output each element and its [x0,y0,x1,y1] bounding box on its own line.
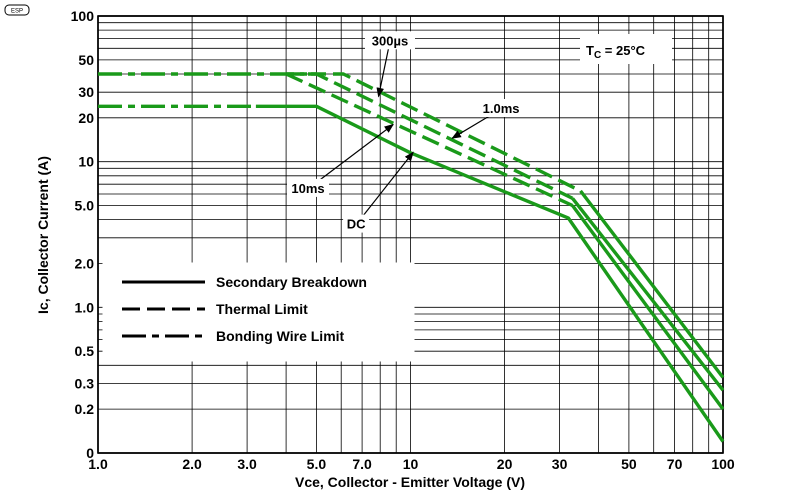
y-tick-label: 20 [78,110,94,126]
annotation-label-background [287,178,329,197]
annotation: DC [343,151,414,233]
y-tick-label: 30 [78,84,94,100]
annotation-arrow [376,41,391,98]
legend-entry: Bonding Wire Limit [122,328,345,344]
y-tick-label: 0.2 [75,401,95,417]
annotation: 300µs [365,31,415,98]
legend-entries: Secondary Breakdown Thermal Limit Bonding … [122,274,367,344]
logo-text: ESP [11,9,23,15]
legend-label: Bonding Wire Limit [216,328,345,344]
y-axis-title: Ic, Collector Current (A) [35,156,51,314]
annotation-label: 300µs [372,33,408,48]
x-tick-label: 10 [403,456,419,472]
annotations: 300µs 1.0ms 10ms DC [287,31,527,233]
y-tick-label: 10 [78,154,94,170]
legend-entry: Thermal Limit [122,301,308,317]
y-tick-label: 0.3 [75,376,95,392]
y-tick-label: 0.5 [75,343,95,359]
curves [98,72,725,443]
annotation-label-background [343,214,370,233]
annotation: 1.0ms [451,99,527,139]
legend-entry: Secondary Breakdown [122,274,367,290]
legend-label: Secondary Breakdown [216,274,367,290]
series-segment-solid [579,189,725,379]
plot-frame [97,15,724,454]
series-1-0ms [286,72,725,392]
series-segment-dash [285,72,574,208]
y-tick-label: 0 [86,445,94,461]
x-tick-label: 5.0 [307,456,327,472]
temperature-label-suffix: = 25°C [601,43,645,58]
y-tick-label: 50 [78,52,94,68]
tick-labels: 1.0 2.0 3.0 5.0 7.0 10 20 30 50 70 100 0 0.2 0.3 0.5 1.… [71,8,735,472]
x-tick-label: 100 [711,456,735,472]
temperature-label: TC = 25°C [580,34,672,64]
annotation-label: DC [347,217,366,232]
x-tick-label: 1.0 [88,456,108,472]
annotation-label-background [365,31,415,50]
temperature-label-subscript: C [594,50,601,61]
x-tick-label: 70 [667,456,683,472]
legend-box [102,262,415,362]
grid [97,15,724,454]
x-tick-label: 3.0 [237,456,257,472]
x-tick-label: 20 [497,456,513,472]
x-axis-title: Vce, Collector - Emitter Voltage (V) [295,474,525,490]
y-tick-label: 5.0 [75,198,95,214]
logo: ESP [4,4,30,16]
y-tick-label: 100 [71,8,95,24]
logo-badge [4,4,30,16]
x-tick-label: 30 [552,456,568,472]
annotation-label: 10ms [291,181,324,196]
series-segment-solid [571,197,725,392]
series-10ms [285,72,725,411]
annotation: 10ms [287,123,394,197]
series-segment-dash [286,72,574,200]
x-tick-label: 50 [621,456,637,472]
y-tick-label: 2.0 [75,256,95,272]
x-tick-label: 2.0 [182,456,202,472]
legend-label: Thermal Limit [216,301,308,317]
y-tick-label: 1.0 [75,299,95,315]
annotation-arrow [355,151,414,225]
annotation-label-background [476,99,527,117]
legend: Secondary Breakdown Thermal Limit Bonding … [102,262,415,362]
annotation-label: 1.0ms [483,101,520,116]
series-segment-solid [571,204,725,411]
temperature-label-background [580,34,672,64]
temperature-label-text: TC = 25°C [586,43,646,61]
temperature-label-prefix: T [586,43,594,58]
x-tick-label: 7.0 [352,456,372,472]
annotation-arrow [307,123,394,190]
